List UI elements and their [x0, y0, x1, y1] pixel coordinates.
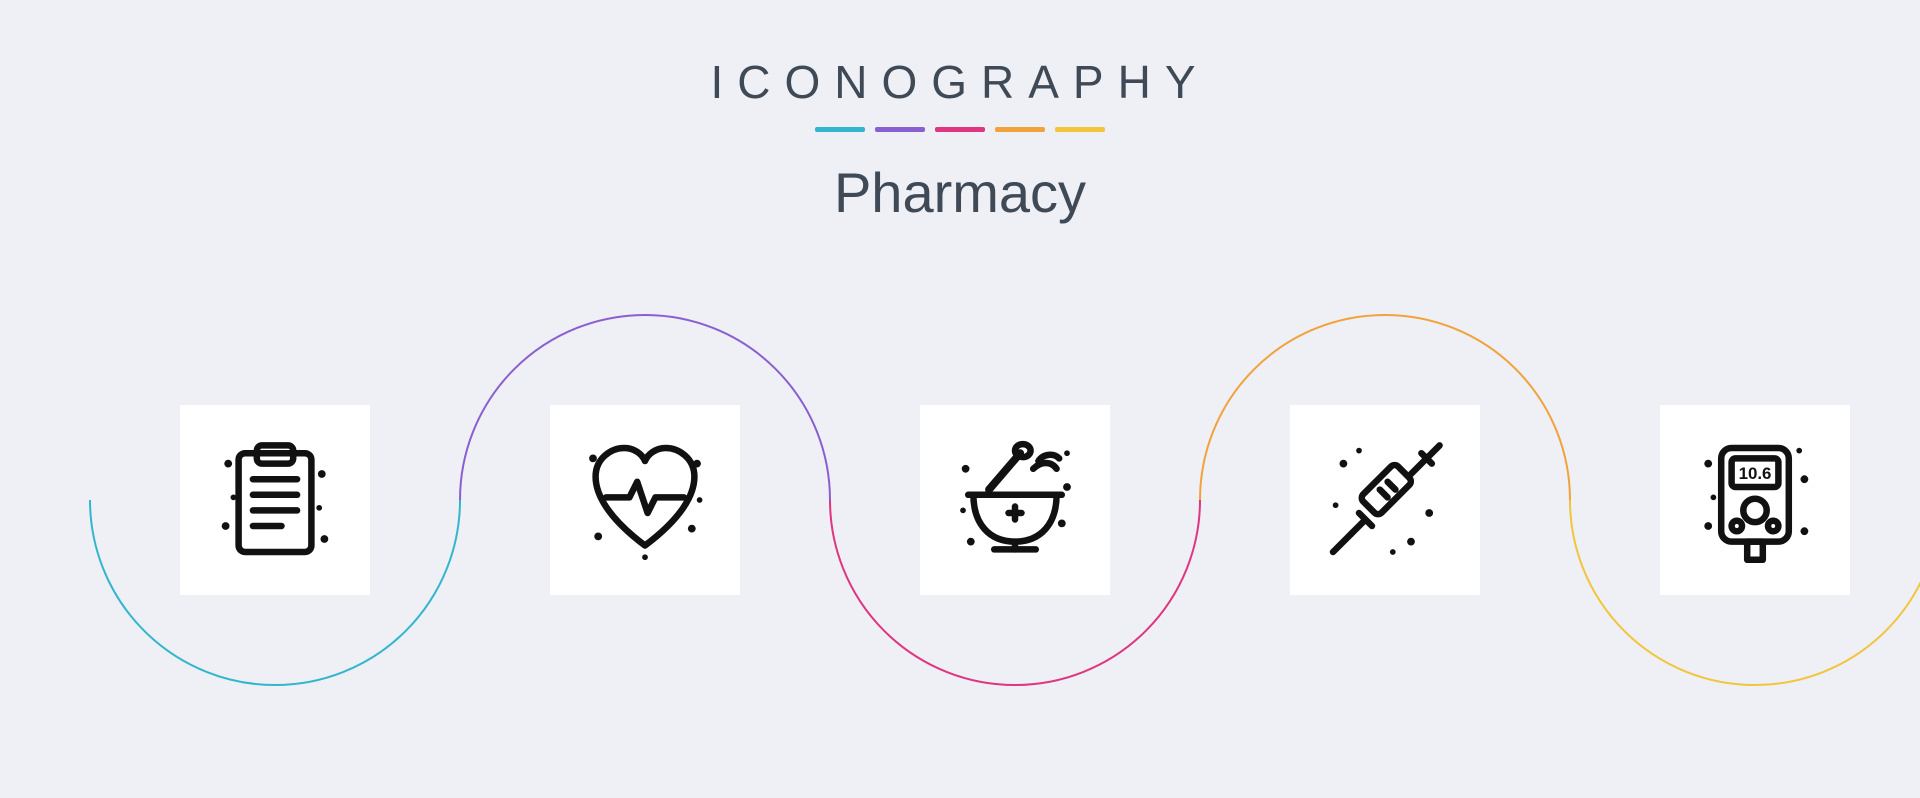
underline-seg-2	[935, 127, 985, 132]
tile-mortar	[920, 405, 1110, 595]
brand-underline	[0, 127, 1920, 132]
icon-stage: 10.6	[0, 265, 1920, 765]
clipboard-icon	[210, 435, 340, 565]
header: ICONOGRAPHY Pharmacy	[0, 0, 1920, 225]
tile-clipboard	[180, 405, 370, 595]
category-title: Pharmacy	[0, 160, 1920, 225]
underline-seg-1	[875, 127, 925, 132]
underline-seg-4	[1055, 127, 1105, 132]
tile-syringe	[1290, 405, 1480, 595]
underline-seg-0	[815, 127, 865, 132]
syringe-icon	[1320, 435, 1450, 565]
glucometer-reading: 10.6	[1739, 464, 1772, 483]
glucometer-icon: 10.6	[1690, 435, 1820, 565]
underline-seg-3	[995, 127, 1045, 132]
mortar-pestle-icon	[950, 435, 1080, 565]
tile-heart	[550, 405, 740, 595]
tile-glucometer: 10.6	[1660, 405, 1850, 595]
brand-title: ICONOGRAPHY	[0, 55, 1920, 109]
heart-rate-icon	[580, 435, 710, 565]
